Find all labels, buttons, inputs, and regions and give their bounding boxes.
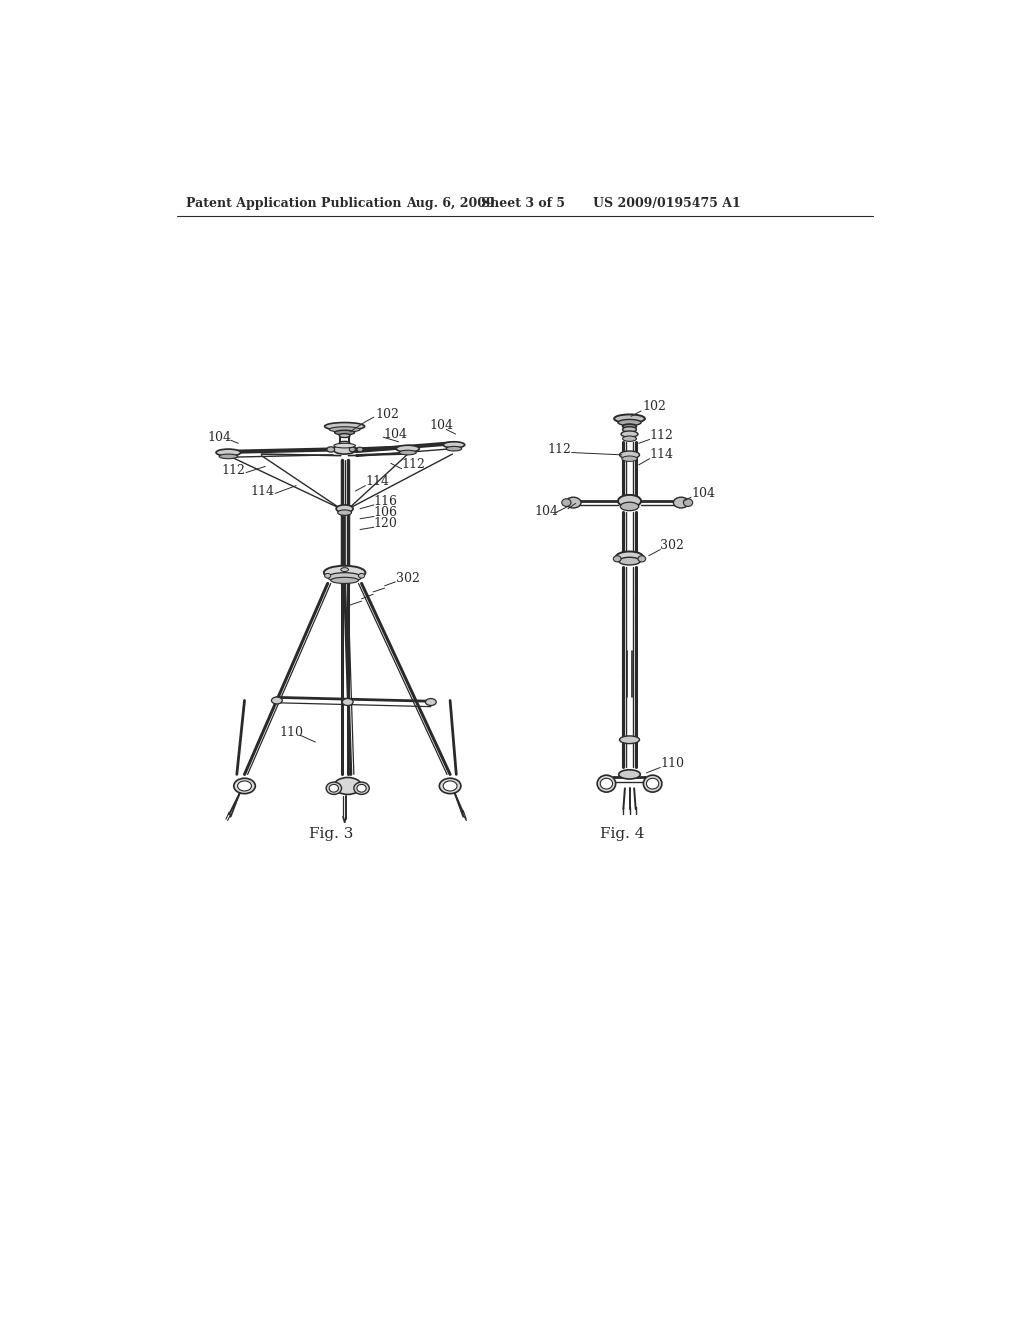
Ellipse shape: [617, 420, 641, 425]
Ellipse shape: [643, 775, 662, 792]
Ellipse shape: [618, 557, 640, 565]
Ellipse shape: [425, 698, 436, 705]
Text: 112: 112: [548, 444, 571, 455]
Text: 110: 110: [280, 726, 303, 739]
Ellipse shape: [325, 422, 365, 430]
Ellipse shape: [613, 556, 621, 562]
Ellipse shape: [335, 430, 354, 434]
Ellipse shape: [357, 447, 364, 451]
Text: Fig. 4: Fig. 4: [600, 828, 645, 841]
Ellipse shape: [325, 573, 331, 578]
Ellipse shape: [623, 426, 637, 432]
Ellipse shape: [324, 566, 366, 579]
Text: 112: 112: [401, 458, 426, 471]
Ellipse shape: [342, 698, 353, 705]
Text: 104: 104: [208, 430, 231, 444]
Ellipse shape: [396, 445, 419, 453]
Ellipse shape: [446, 446, 462, 451]
Text: 302: 302: [396, 572, 420, 585]
Text: 114: 114: [251, 484, 274, 498]
Ellipse shape: [622, 455, 637, 462]
Ellipse shape: [618, 770, 640, 779]
Ellipse shape: [330, 784, 339, 792]
Ellipse shape: [238, 781, 252, 791]
Ellipse shape: [646, 779, 658, 789]
Ellipse shape: [341, 568, 348, 572]
Ellipse shape: [271, 697, 283, 704]
Text: Fig. 3: Fig. 3: [309, 828, 353, 841]
Text: 114: 114: [366, 475, 389, 488]
Ellipse shape: [399, 450, 416, 455]
Ellipse shape: [623, 424, 637, 429]
Ellipse shape: [336, 504, 353, 512]
Ellipse shape: [216, 449, 241, 455]
Text: Aug. 6, 2009: Aug. 6, 2009: [407, 197, 495, 210]
Ellipse shape: [597, 775, 615, 792]
Ellipse shape: [330, 426, 360, 432]
Text: 104: 104: [383, 428, 408, 441]
Ellipse shape: [357, 784, 367, 792]
Ellipse shape: [620, 451, 640, 459]
Ellipse shape: [328, 573, 361, 582]
Text: 302: 302: [660, 539, 684, 552]
Text: Patent Application Publication: Patent Application Publication: [186, 197, 401, 210]
Ellipse shape: [326, 781, 342, 795]
Ellipse shape: [615, 552, 643, 564]
Ellipse shape: [338, 510, 351, 515]
Ellipse shape: [327, 446, 335, 453]
Text: 104: 104: [429, 418, 454, 432]
Ellipse shape: [683, 499, 692, 507]
Ellipse shape: [339, 434, 350, 437]
Text: 106: 106: [374, 506, 398, 519]
Ellipse shape: [339, 441, 350, 445]
Ellipse shape: [354, 781, 370, 795]
Ellipse shape: [233, 779, 255, 793]
Ellipse shape: [443, 442, 465, 447]
Ellipse shape: [349, 447, 355, 451]
Ellipse shape: [565, 498, 581, 508]
Ellipse shape: [562, 499, 571, 507]
Text: 114: 114: [649, 449, 674, 462]
Ellipse shape: [620, 737, 640, 743]
Text: 102: 102: [643, 400, 667, 413]
Text: US 2009/0195475 A1: US 2009/0195475 A1: [593, 197, 740, 210]
Text: 120: 120: [374, 517, 397, 529]
Text: 110: 110: [660, 758, 684, 770]
Ellipse shape: [334, 777, 361, 795]
Ellipse shape: [331, 577, 358, 583]
Text: 112: 112: [221, 463, 246, 477]
Text: 102: 102: [376, 408, 399, 421]
Ellipse shape: [443, 781, 457, 791]
Ellipse shape: [623, 436, 637, 441]
Ellipse shape: [439, 779, 461, 793]
Ellipse shape: [621, 432, 638, 437]
Ellipse shape: [358, 573, 365, 578]
Ellipse shape: [638, 556, 646, 562]
Ellipse shape: [614, 414, 645, 422]
Ellipse shape: [617, 495, 641, 507]
Ellipse shape: [621, 502, 639, 511]
Text: Sheet 3 of 5: Sheet 3 of 5: [481, 197, 565, 210]
Ellipse shape: [219, 454, 238, 459]
Ellipse shape: [600, 779, 612, 789]
Ellipse shape: [674, 498, 689, 508]
Text: 112: 112: [649, 429, 674, 442]
Text: 104: 104: [535, 504, 559, 517]
Text: 104: 104: [691, 487, 715, 500]
Ellipse shape: [334, 444, 355, 447]
Text: 116: 116: [374, 495, 398, 508]
Ellipse shape: [333, 445, 356, 454]
